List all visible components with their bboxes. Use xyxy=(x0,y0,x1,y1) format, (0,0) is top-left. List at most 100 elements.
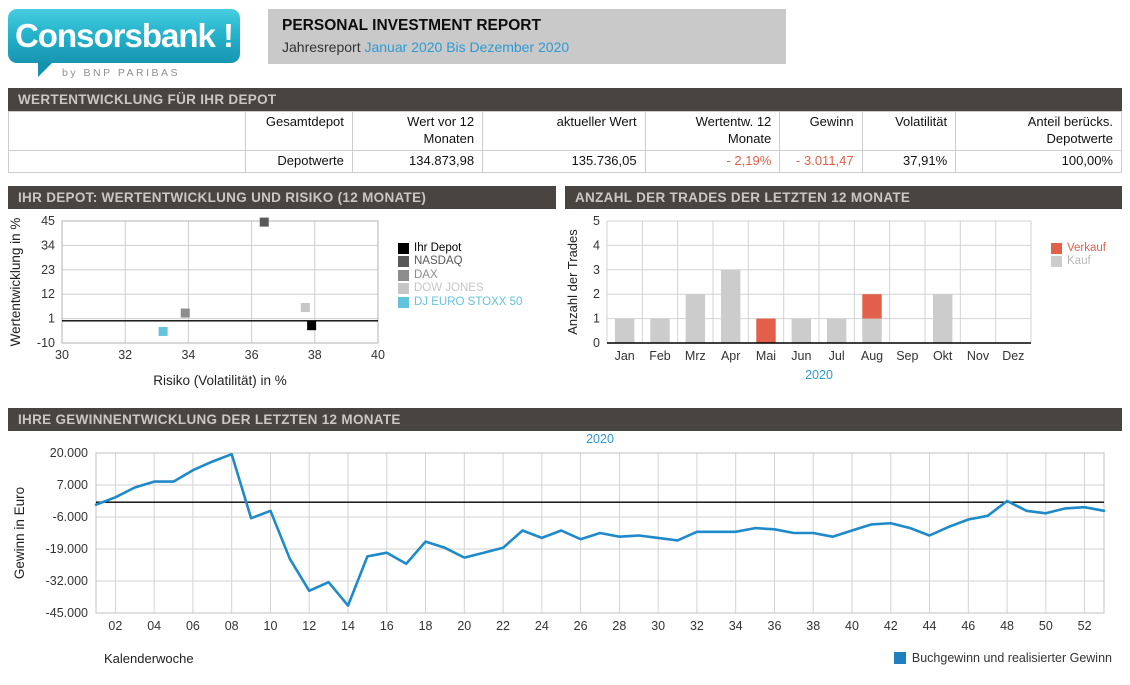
logo-byline: by BNP PARIBAS xyxy=(62,67,181,79)
risk-return-legend: Ihr Depot NASDAQ DAX DOW JONES DJ EURO STOXX… xyxy=(398,241,523,311)
tick-label: Aug xyxy=(861,349,883,363)
tick-label: 06 xyxy=(186,619,200,633)
tick-label: 12 xyxy=(302,619,316,633)
tick-label: 32 xyxy=(690,619,704,633)
report-header: Consorsbank ! by BNP PARIBAS PERSONAL IN… xyxy=(0,0,1130,79)
tick-label: Feb xyxy=(649,349,671,363)
tick-label: Jan xyxy=(615,349,635,363)
tick-label: 38 xyxy=(806,619,820,633)
tick-label: 40 xyxy=(371,348,385,362)
year-label: 2020 xyxy=(805,368,833,382)
profit-legend-item: Buchgewinn und realisierter Gewinn xyxy=(893,651,1112,665)
scatter-point-dow-jones xyxy=(300,302,310,312)
tick-label: 04 xyxy=(147,619,161,633)
trades-body: 0 1 2 3 4 5 Jan Feb Mrz Apr Mai Jun Jul Aug Sep Okt Nov D… xyxy=(565,209,1122,395)
section-heading-risk-return: IHR DEPOT: WERTENTWICKLUNG UND RISIKO (1… xyxy=(8,185,556,209)
tick-label: 5 xyxy=(593,214,600,228)
tick-label: 36 xyxy=(768,619,782,633)
legend-item-dow-jones: DOW JONES xyxy=(398,283,522,295)
legend-label: Ihr Depot xyxy=(414,241,462,254)
tick-label: 48 xyxy=(1000,619,1014,633)
y-axis-label: Gewinn in Euro xyxy=(12,487,27,579)
tick-label: 08 xyxy=(225,619,239,633)
table-header-row: Gesamtdepot Wert vor 12 Monaten aktueller … xyxy=(7,111,1122,151)
legend-label: DOW JONES xyxy=(414,282,484,295)
plot-border xyxy=(61,220,379,344)
section-heading-trades: ANZAHL DER TRADES DER LETZTEN 12 MONATE xyxy=(565,185,1122,209)
tick-label: 40 xyxy=(845,619,859,633)
tick-label: -6.000 xyxy=(53,510,88,524)
logo-brand-text: Consorsbank ! xyxy=(14,17,234,54)
legend-swatch xyxy=(398,283,409,295)
legend-swatch xyxy=(398,242,409,254)
tick-label: 44 xyxy=(923,619,937,633)
tick-label: 12 xyxy=(41,287,55,301)
tick-label: Jul xyxy=(829,349,845,363)
tick-label: -10 xyxy=(37,336,55,350)
y-axis-label: Wertentwicklung in % xyxy=(8,217,23,346)
plot-border xyxy=(95,452,1105,614)
tick-label: 3 xyxy=(593,262,600,276)
tick-label: 45 xyxy=(41,214,55,228)
tick-label: 36 xyxy=(245,348,259,362)
depot-table: Gesamtdepot Wert vor 12 Monaten aktueller … xyxy=(7,111,1122,173)
scatter-points xyxy=(158,217,317,336)
legend-swatch xyxy=(398,269,409,281)
tick-label: 30 xyxy=(651,619,665,633)
report-title: PERSONAL INVESTMENT REPORT xyxy=(282,17,541,34)
table-cell: Depotwerte xyxy=(245,149,353,173)
tick-label: 26 xyxy=(574,619,588,633)
tick-label: -19.000 xyxy=(46,542,88,556)
report-subtitle-prefix: Jahresreport xyxy=(282,39,361,55)
scatter-grid xyxy=(61,220,379,344)
bar-grid xyxy=(606,220,1032,344)
section-heading-depot: WERTENTWICKLUNG FÜR IHR DEPOT xyxy=(8,88,1122,111)
bar-kauf-jun xyxy=(791,318,812,343)
tick-label: Mrz xyxy=(685,349,706,363)
tick-label: Mai xyxy=(756,349,776,363)
tick-label: 16 xyxy=(380,619,394,633)
trades-panel: ANZAHL DER TRADES DER LETZTEN 12 MONATE … xyxy=(565,185,1122,395)
report-title-box: PERSONAL INVESTMENT REPORT Jahresreport … xyxy=(268,9,786,64)
tick-label: Sep xyxy=(896,349,918,363)
tick-label: 10 xyxy=(264,619,278,633)
tick-label: Nov xyxy=(967,349,990,363)
report-subtitle: Jahresreport Januar 2020 Bis Dezember 20… xyxy=(282,39,772,55)
legend-label: Verkauf xyxy=(1067,241,1106,254)
column-header-aktueller-wert: aktueller Wert xyxy=(482,111,646,151)
profit-section: 02 04 06 08 10 12 14 16 18 20 22 24 26 28 30 32 34 36 38 40… xyxy=(8,431,1122,666)
legend-label: DAX xyxy=(414,268,438,281)
legend-swatch-profit xyxy=(893,652,906,665)
tick-label: 0 xyxy=(593,336,600,350)
table-cell: 37,91% xyxy=(861,149,957,173)
profit-chart: 02 04 06 08 10 12 14 16 18 20 22 24 26 28 30 32 34 36 38 40… xyxy=(12,432,1106,633)
trades-legend: Verkauf Kauf xyxy=(1051,241,1106,270)
risk-return-panel: IHR DEPOT: WERTENTWICKLUNG UND RISIKO (1… xyxy=(8,185,556,395)
legend-item-ihr-depot: Ihr Depot xyxy=(398,241,522,255)
risk-return-chart: 30 32 34 36 38 40 45 34 23 12 1 -10 Risiko (Volatili… xyxy=(8,214,385,388)
column-header-gewinn: Gewinn xyxy=(779,111,863,151)
column-header-gesamtdepot: Gesamtdepot xyxy=(245,111,353,151)
column-header-wert-vor-12-monaten: Wert vor 12 Monaten xyxy=(351,111,484,151)
middle-panels: IHR DEPOT: WERTENTWICKLUNG UND RISIKO (1… xyxy=(8,185,1122,395)
legend-item-nasdaq: NASDAQ xyxy=(398,256,522,268)
bar-kauf-apr xyxy=(720,269,741,343)
legend-item-dj-euro-stoxx-50: DJ EURO STOXX 50 xyxy=(398,295,523,309)
x-axis-label: Risiko (Volatilität) in % xyxy=(153,373,287,388)
tick-label: 34 xyxy=(729,619,743,633)
legend-swatch xyxy=(1051,256,1062,268)
tick-label: 02 xyxy=(108,619,122,633)
legend-label: DJ EURO STOXX 50 xyxy=(414,295,523,308)
x-axis-title: Kalenderwoche xyxy=(104,650,194,666)
tick-label: 4 xyxy=(593,238,600,252)
legend-swatch xyxy=(1051,242,1062,254)
profit-line-path xyxy=(94,452,1106,607)
bar-verkauf-mai xyxy=(756,318,776,343)
tick-label: Dez xyxy=(1002,349,1024,363)
legend-item-dax: DAX xyxy=(398,268,522,282)
bars xyxy=(614,269,953,343)
tick-label: Apr xyxy=(721,349,740,363)
tick-label: 30 xyxy=(55,348,69,362)
legend-label: Kauf xyxy=(1067,255,1091,268)
scatter-point-dax xyxy=(180,308,190,318)
